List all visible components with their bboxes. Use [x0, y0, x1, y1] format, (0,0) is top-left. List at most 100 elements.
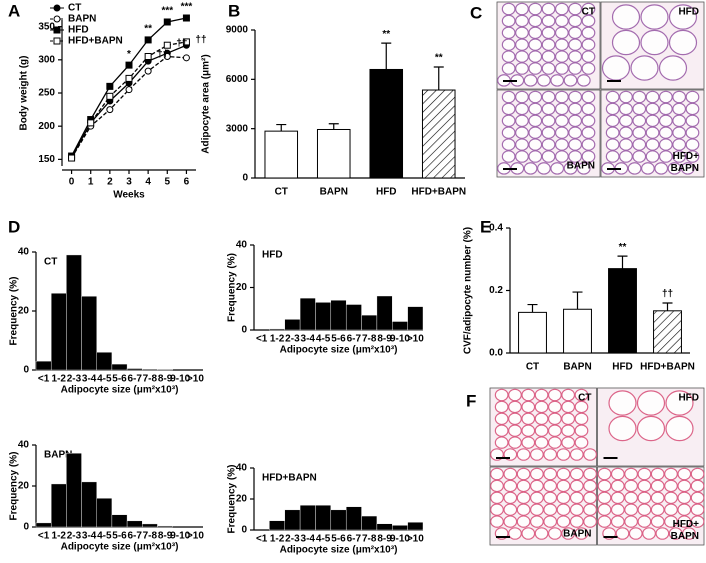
- bar: [66, 453, 82, 528]
- bar: [126, 368, 143, 371]
- error-bar: [617, 255, 628, 269]
- adipocyte: [521, 424, 536, 437]
- bar: [35, 360, 52, 371]
- adipocyte: [581, 90, 596, 104]
- adipocyte: [528, 14, 543, 28]
- adipocyte: [501, 62, 516, 75]
- adipocyte: [508, 388, 522, 402]
- adipocyte: [630, 55, 659, 81]
- adipocyte: [690, 467, 705, 481]
- y-tick-label: 20: [236, 494, 248, 505]
- adipocyte: [554, 38, 569, 51]
- bar: [392, 321, 408, 331]
- adipocyte: [610, 479, 625, 493]
- legend-label: HFD+BAPN: [68, 36, 123, 47]
- error-bar: [527, 303, 538, 313]
- x-tick-label: 8-9: [158, 374, 173, 385]
- adipocyte: [501, 126, 516, 139]
- adipocyte: [664, 503, 678, 516]
- adipocyte: [685, 150, 700, 163]
- x-tick-label: 5: [165, 177, 171, 188]
- x-tick-label: HFD: [612, 362, 633, 373]
- x-tick-label: 2-3: [67, 374, 82, 385]
- adipocyte: [672, 150, 687, 163]
- bar: [284, 319, 301, 331]
- adipocyte: [541, 26, 556, 40]
- adipocyte: [619, 126, 633, 139]
- bar: [50, 483, 67, 528]
- adipocyte: [490, 515, 504, 528]
- bar: [66, 254, 82, 371]
- adipocyte: [554, 90, 569, 104]
- adipocyte: [503, 503, 518, 516]
- x-axis-label: Adipocyte size (μm²x10³): [61, 385, 179, 396]
- adipocyte: [665, 390, 694, 416]
- x-tick-label: 2-3: [67, 531, 82, 542]
- adipocyte: [619, 114, 633, 128]
- y-tick-label: 40: [18, 440, 30, 451]
- histogram-title: CT: [44, 257, 57, 268]
- adipocyte: [530, 467, 544, 481]
- x-tick-label: 9-10: [390, 334, 410, 345]
- adipocyte: [605, 114, 620, 128]
- adipocyte: [672, 102, 687, 116]
- adipocyte: [576, 162, 591, 175]
- marker: [144, 36, 152, 44]
- adipocyte: [503, 479, 518, 493]
- adipocyte: [665, 415, 694, 442]
- adipocyte: [528, 38, 543, 51]
- adipocyte: [677, 491, 692, 505]
- micrograph: BAPN: [496, 89, 601, 178]
- adipocyte: [528, 2, 543, 16]
- micrograph: HFD+ BAPN: [600, 89, 705, 178]
- panel-label: E: [480, 217, 491, 236]
- y-axis-label: Frequency (%): [227, 465, 238, 534]
- annotation: **: [382, 29, 390, 40]
- adipocyte: [515, 14, 529, 28]
- adipocyte: [645, 126, 660, 139]
- micrograph: HFD+ BAPN: [597, 466, 705, 546]
- adipocyte: [554, 114, 569, 128]
- x-tick-label: CT: [526, 362, 539, 373]
- adipocyte: [508, 412, 522, 426]
- annotation: ***: [181, 2, 193, 13]
- error-bar: [433, 66, 444, 91]
- x-axis-label: Adipocyte size (μm²x10³): [280, 345, 398, 356]
- adipocyte: [556, 448, 571, 461]
- error-bar: [662, 302, 673, 311]
- adipocyte: [637, 491, 652, 505]
- marker: [125, 61, 133, 69]
- x-tick-label: <1: [38, 374, 50, 385]
- adipocyte: [561, 527, 576, 540]
- x-tick-label: <1: [256, 534, 268, 545]
- x-tick-label: 1-2: [52, 374, 67, 385]
- micrograph-label: BAPN: [567, 161, 595, 172]
- adipocyte: [611, 29, 641, 56]
- x-tick-label: <1: [256, 334, 268, 345]
- adipocyte: [528, 50, 543, 63]
- x-tick-label: 2-3: [285, 534, 300, 545]
- adipocyte: [583, 515, 597, 528]
- marker: [163, 41, 171, 49]
- y-axis-label: CVF/adipocyte number (%): [463, 227, 474, 354]
- bar: [330, 509, 347, 531]
- bar: [376, 295, 393, 331]
- adipocyte: [515, 150, 529, 163]
- adipocyte: [574, 527, 589, 540]
- bar: [269, 520, 285, 531]
- x-tick-label: 7-8: [362, 534, 377, 545]
- adipocyte: [581, 62, 596, 75]
- x-tick-label: 1-2: [270, 334, 285, 345]
- y-tick-label: 3000: [226, 123, 249, 134]
- x-axis-label: Weeks: [113, 190, 145, 201]
- adipocyte: [581, 114, 596, 128]
- bar: [111, 363, 128, 371]
- adipocyte: [597, 503, 612, 516]
- x-tick-label: 9-10: [170, 531, 190, 542]
- adipocyte: [685, 102, 700, 116]
- x-tick-label: HFD+BAPN: [411, 187, 466, 198]
- bar: [330, 300, 347, 331]
- adipocyte: [528, 138, 543, 151]
- adipocyte: [501, 50, 516, 63]
- adipocyte: [637, 467, 652, 481]
